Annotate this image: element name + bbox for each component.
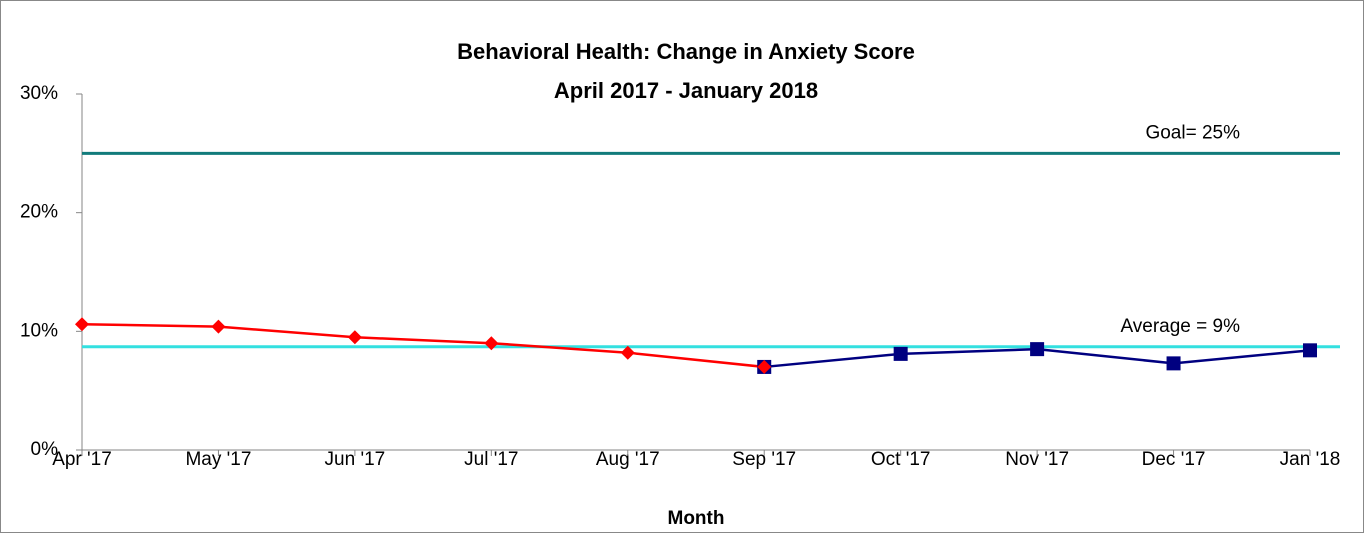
reference-label: Goal= 25% [1145,122,1240,143]
marker [347,330,362,345]
marker [211,319,226,334]
x-tick-label: Aug '17 [596,449,660,470]
marker [1166,356,1181,371]
marker [1303,343,1317,358]
chart-subtitle: April 2017 - January 2018 [554,78,818,103]
reference-label: Average = 9% [1120,316,1240,337]
x-tick-label: May '17 [185,449,251,470]
y-tick-label: 20% [20,202,58,223]
x-tick-label: Oct '17 [871,449,931,470]
x-tick-label: Sep '17 [732,449,796,470]
x-axis-label: Month [668,508,725,529]
x-tick-label: Jan '18 [1280,449,1341,470]
marker [757,359,772,374]
y-tick-label: 30% [20,83,58,104]
x-tick-label: Jun '17 [325,449,386,470]
y-tick-label: 0% [31,439,59,460]
y-tick-label: 10% [20,320,58,341]
x-tick-label: Dec '17 [1142,449,1206,470]
marker [75,317,89,332]
marker [1030,342,1045,357]
chart-title: Behavioral Health: Change in Anxiety Sco… [457,39,915,64]
marker [620,345,635,360]
marker [484,336,499,351]
series-line [81,322,765,369]
marker [893,346,908,361]
x-tick-label: Nov '17 [1005,449,1069,470]
x-tick-label: Apr '17 [52,449,112,470]
x-tick-label: Jul '17 [464,449,518,470]
